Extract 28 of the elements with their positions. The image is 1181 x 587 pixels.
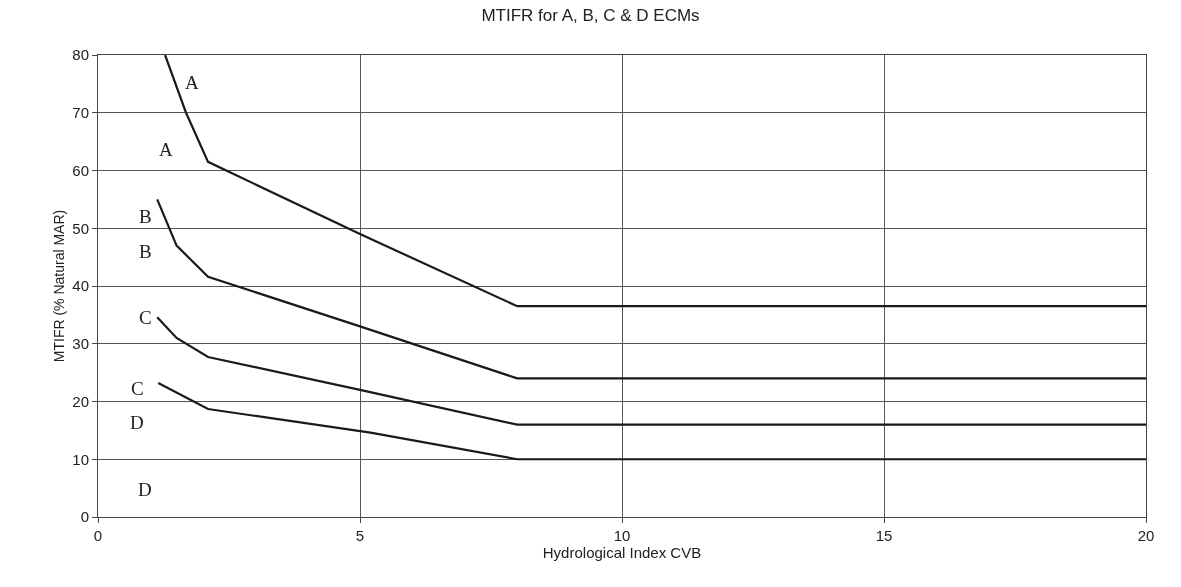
y-tick-label: 70 bbox=[72, 104, 89, 121]
y-tick-label: 60 bbox=[72, 161, 89, 179]
y-tick-label: 50 bbox=[72, 219, 89, 237]
x-tick-label: 0 bbox=[93, 527, 103, 544]
y-axis-title: MTIFR (% Natural MAR) bbox=[50, 209, 67, 363]
annotation: B bbox=[139, 206, 152, 227]
y-tick-label: 20 bbox=[72, 392, 89, 410]
y-tick-label: 10 bbox=[72, 450, 89, 468]
y-tick-label: 40 bbox=[72, 277, 89, 295]
chart-title: MTIFR for A, B, C & D ECMs bbox=[481, 5, 700, 25]
annotation: C bbox=[139, 307, 152, 328]
line-series bbox=[156, 316, 1146, 426]
annotation: B bbox=[139, 241, 152, 262]
y-tick-label: 0 bbox=[80, 508, 89, 526]
annotation: A bbox=[185, 72, 199, 93]
y-tick-label: 80 bbox=[72, 46, 89, 64]
y-tick-label: 30 bbox=[72, 335, 89, 352]
annotation: D bbox=[130, 412, 144, 433]
x-axis-title: Hydrological Index CVB bbox=[542, 544, 702, 561]
x-tick-label: 15 bbox=[875, 527, 893, 544]
x-tick-label: 10 bbox=[613, 527, 631, 544]
annotation: C bbox=[131, 378, 144, 399]
line-series bbox=[157, 381, 1146, 461]
annotation: A bbox=[159, 139, 173, 160]
x-tick-label: 5 bbox=[355, 527, 365, 544]
line-series bbox=[156, 198, 1146, 380]
x-tick-label: 20 bbox=[1137, 527, 1155, 544]
annotation: D bbox=[138, 479, 152, 500]
